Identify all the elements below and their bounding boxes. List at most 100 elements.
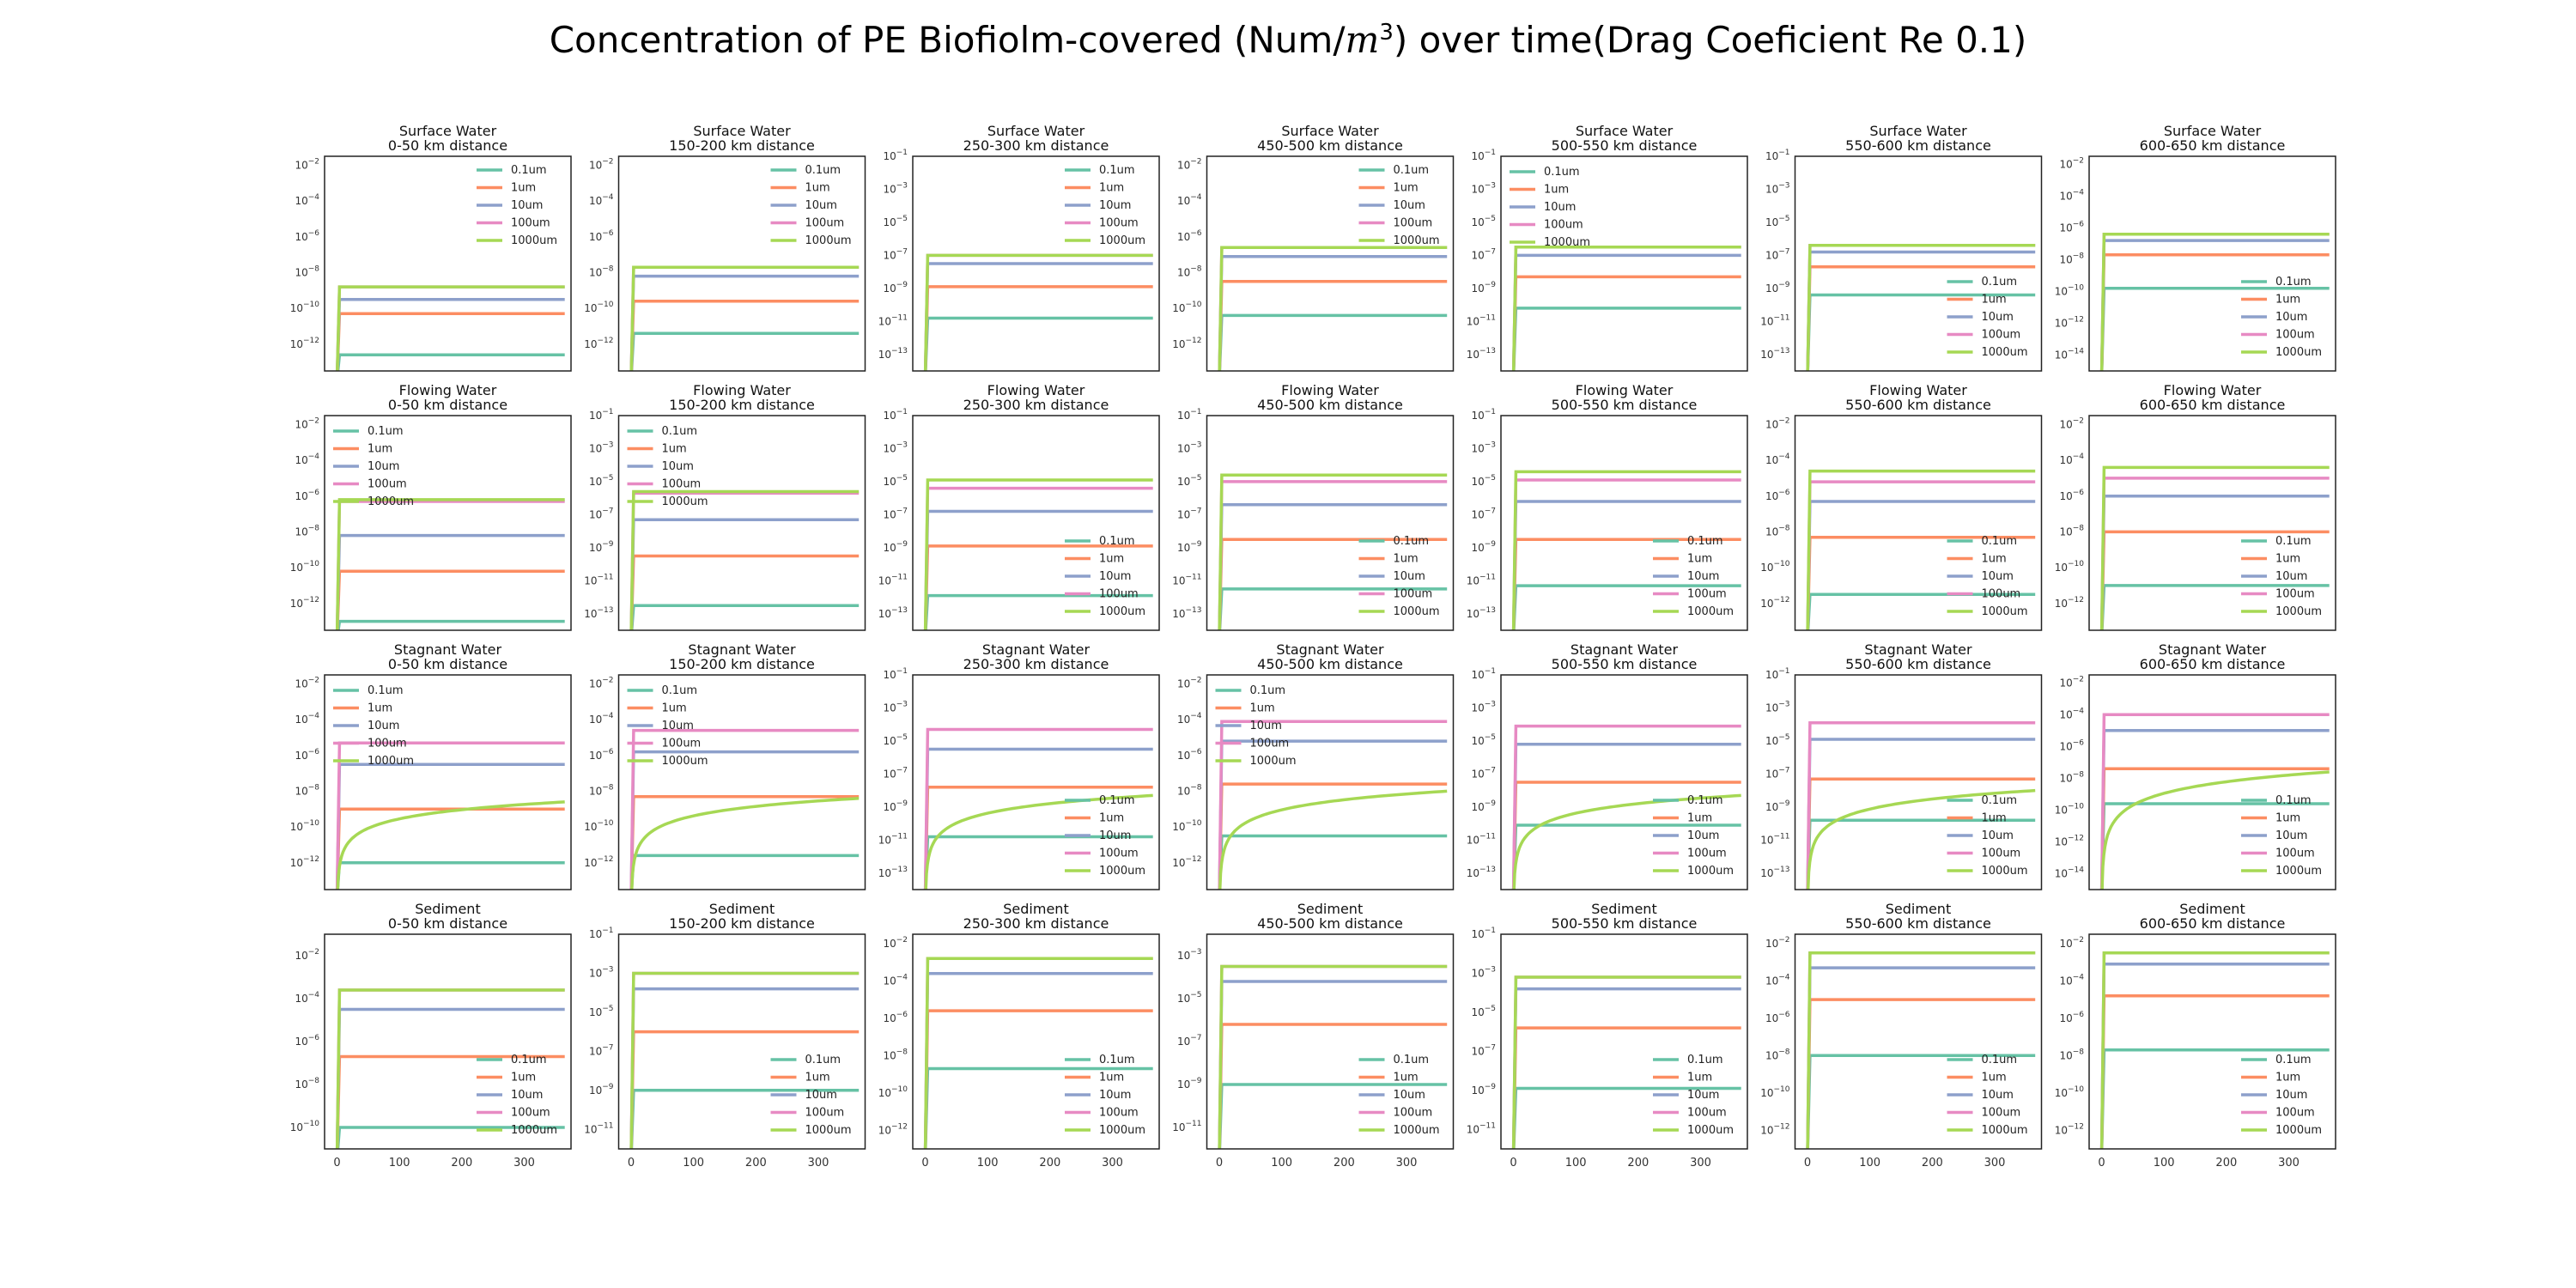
legend-label: 10um — [1687, 570, 1719, 583]
series-line-1000um — [1511, 975, 1741, 1149]
y-tick-label: 10−10 — [290, 301, 320, 314]
legend-label: 1um — [1099, 553, 1124, 566]
y-tick-label: 10−11 — [1467, 1121, 1496, 1135]
y-tick-label: 10−3 — [883, 440, 908, 454]
subplot-subtitle: 550-600 km distance — [1845, 656, 1991, 672]
y-tick-label: 10−11 — [1172, 573, 1201, 586]
y-tick-label: 10−12 — [2055, 1122, 2084, 1136]
y-tick-label: 10−11 — [1172, 1120, 1201, 1133]
series-line-100um — [1511, 724, 1741, 890]
legend-label: 1um — [805, 1072, 830, 1084]
y-tick-label: 10−2 — [295, 676, 319, 690]
y-tick-label: 10−8 — [1177, 264, 1202, 278]
legend-label: 10um — [1394, 570, 1425, 583]
legend-label: 10um — [2275, 829, 2307, 842]
y-tick-label: 10−6 — [589, 229, 614, 243]
plot-frame — [2088, 155, 2336, 372]
subplot-subtitle: 150-200 km distance — [669, 915, 815, 932]
legend-label: 0.1um — [1687, 1054, 1723, 1066]
legend-label: 100um — [511, 1107, 550, 1120]
subplot-subtitle: 550-600 km distance — [1845, 915, 1991, 932]
y-tick-label: 10−2 — [295, 416, 319, 430]
series-line-1000um — [335, 988, 565, 1149]
legend-label: 0.1um — [1099, 535, 1135, 548]
legend-label: 10um — [1099, 829, 1131, 842]
legend-label: 0.1um — [2275, 1054, 2312, 1066]
series-line-1um — [336, 807, 565, 890]
legend-label: 1000um — [1982, 605, 2028, 618]
y-tick-label: 10−8 — [1765, 524, 1790, 538]
legend-label: 0.1um — [1982, 1054, 2018, 1066]
plot-frame — [1206, 155, 1455, 372]
legend-label: 0.1um — [1982, 535, 2018, 548]
subplot-subtitle: 500-550 km distance — [1552, 915, 1698, 932]
legend: 0.1um 1um 10um 100um 1000um — [1065, 535, 1145, 618]
y-tick-label: 10−13 — [584, 606, 613, 620]
plot-frame — [617, 155, 866, 372]
series-line-0.1um — [1512, 307, 1741, 371]
series-line-1000um — [629, 971, 860, 1149]
y-tick-label: 10−5 — [1471, 474, 1496, 488]
y-tick-label: 10−13 — [1467, 866, 1496, 879]
legend-label: 1um — [511, 182, 536, 195]
y-tick-label: 10−7 — [1177, 507, 1202, 520]
y-tick-label: 10−2 — [295, 157, 319, 171]
legend-label: 0.1um — [1394, 164, 1430, 177]
legend: 0.1um 1um 10um 100um 1000um — [1947, 276, 2028, 359]
legend-label: 1um — [662, 443, 687, 456]
legend-label: 1000um — [511, 234, 557, 247]
subplot-subtitle: 250-300 km distance — [963, 915, 1109, 932]
y-tick-label: 10−11 — [1467, 832, 1496, 846]
y-tick-label: 10−7 — [589, 1043, 614, 1057]
y-tick-label: 10−1 — [1765, 149, 1790, 162]
legend-label: 100um — [662, 478, 702, 491]
y-tick-label: 10−1 — [1471, 149, 1496, 162]
legend-label: 1um — [1394, 1072, 1419, 1084]
y-tick-label: 10−4 — [589, 712, 614, 726]
y-tick-label: 10−6 — [1177, 748, 1202, 762]
plot-frame — [324, 155, 572, 372]
series-line-1000um — [1806, 788, 2036, 890]
series-line-1000um — [630, 797, 860, 890]
y-tick-label: 10−12 — [1172, 337, 1201, 350]
y-tick-label: 10−13 — [1467, 606, 1496, 620]
subplot-title: Sediment — [1297, 901, 1363, 917]
legend: 0.1um 1um 10um 100um 1000um — [1358, 1054, 1440, 1137]
plot-frame — [912, 933, 1160, 1150]
legend-label: 100um — [511, 217, 550, 230]
x-tick-label: 300 — [1984, 1157, 2006, 1170]
series-line-1000um — [1806, 469, 2036, 630]
series-line-0.1um — [337, 619, 565, 630]
y-tick-label: 10−7 — [1471, 766, 1496, 780]
legend-label: 100um — [1099, 1107, 1139, 1120]
y-tick-label: 10−3 — [1177, 948, 1202, 962]
legend: 0.1um 1um 10um 100um 1000um — [2241, 1054, 2322, 1137]
legend-label: 10um — [662, 720, 694, 732]
y-tick-label: 10−10 — [290, 1120, 320, 1133]
legend-label: 100um — [1687, 588, 1727, 601]
legend-label: 1000um — [1394, 1124, 1440, 1137]
y-tick-label: 10−12 — [2055, 596, 2084, 610]
subplot-title: Stagnant Water — [688, 641, 796, 658]
series-line-0.1um — [1218, 313, 1448, 371]
x-tick-label: 300 — [1102, 1157, 1123, 1170]
subplot-title: Flowing Water — [1576, 382, 1674, 398]
y-tick-label: 10−1 — [883, 667, 908, 681]
y-tick-label: 10−1 — [1177, 408, 1202, 422]
y-tick-label: 10−5 — [1471, 733, 1496, 747]
legend-label: 1um — [1394, 182, 1419, 195]
y-tick-label: 10−7 — [1765, 247, 1790, 261]
series-line-1um — [629, 300, 860, 371]
y-tick-label: 10−3 — [589, 440, 614, 454]
series-line-100um — [1511, 246, 1741, 371]
legend-label: 1um — [1099, 1072, 1124, 1084]
series-line-1000um — [1806, 244, 2036, 371]
legend-label: 10um — [368, 720, 399, 732]
subplot-title: Stagnant Water — [394, 641, 502, 658]
legend-label: 0.1um — [511, 164, 547, 177]
